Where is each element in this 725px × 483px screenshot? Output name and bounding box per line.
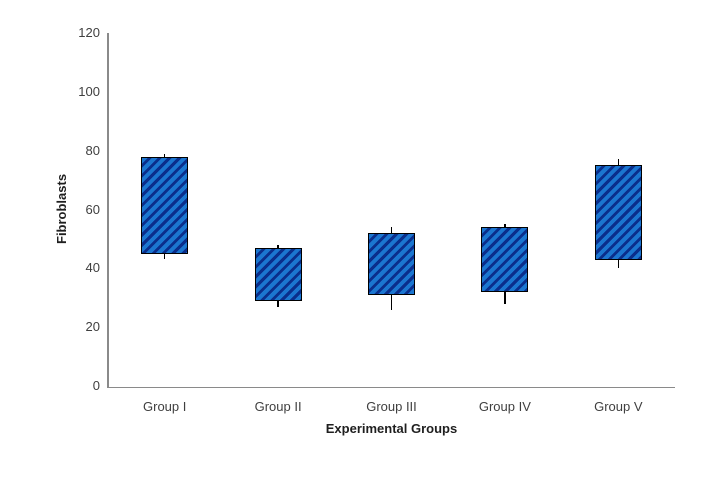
y-tick-label: 100 [78,83,100,99]
y-axis-title: Fibroblasts [54,173,69,244]
box-group-v [594,165,642,260]
x-category-label: Group II [254,399,302,414]
y-tick-label: 0 [92,378,100,393]
x-category-label: Group IV [478,399,531,414]
y-tick-label: 20 [85,319,100,335]
x-axis-line [107,386,675,388]
x-category-label: Group I [143,399,187,414]
y-tick-label: 40 [85,260,100,276]
y-tick-label: 120 [78,25,100,40]
box-group-iii [368,233,415,295]
box-group-i [141,156,189,254]
x-category-label: Group V [594,399,643,414]
box-group-ii [254,247,302,301]
y-tick-label: 80 [85,142,100,158]
box-group-iv [481,227,529,292]
x-axis-title: Experimental Groups [325,421,458,436]
x-category-label: Group III [366,399,417,414]
y-tick-label: 60 [85,201,100,217]
y-axis-line [107,33,109,388]
